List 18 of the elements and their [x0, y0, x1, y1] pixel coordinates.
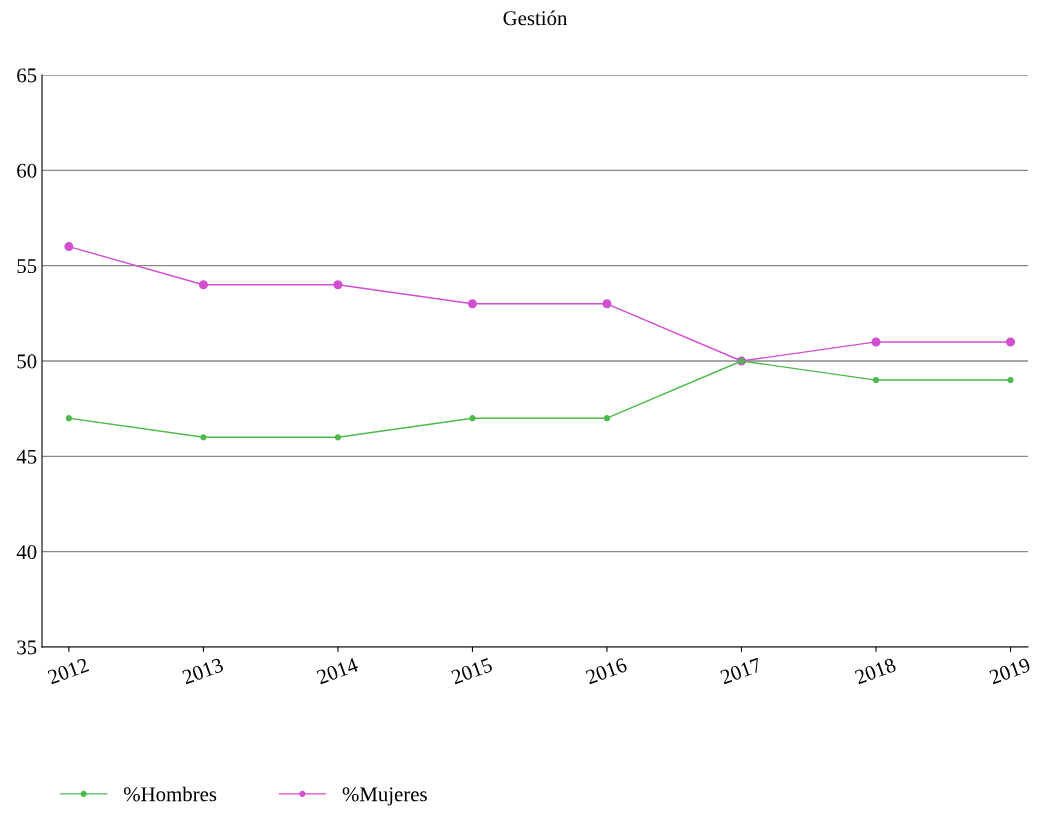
x-tick-label: 2016: [585, 657, 628, 685]
y-tick-label: 45: [16, 449, 37, 464]
chart-title: Gestión: [503, 10, 568, 26]
x-tick-label: 2014: [316, 657, 359, 685]
y-tick-label: 40: [16, 545, 37, 560]
y-tick-label: 50: [17, 354, 37, 369]
y-tick-label: 60: [17, 163, 37, 178]
y-tick-label: 35: [17, 640, 37, 655]
legend-label: %Mujeres: [342, 787, 427, 806]
y-tick-label: 55: [17, 259, 37, 274]
legend-label: %Hombres: [123, 786, 217, 802]
x-tick-label: 2015: [450, 657, 494, 685]
x-tick-label: 2013: [181, 657, 225, 685]
x-tick-label: 2012: [47, 657, 90, 685]
x-tick-label: 2017: [719, 657, 763, 685]
x-tick-label: 2019: [988, 657, 1032, 685]
x-tick-label: 2018: [854, 657, 897, 685]
y-tick-label: 65: [17, 68, 37, 83]
